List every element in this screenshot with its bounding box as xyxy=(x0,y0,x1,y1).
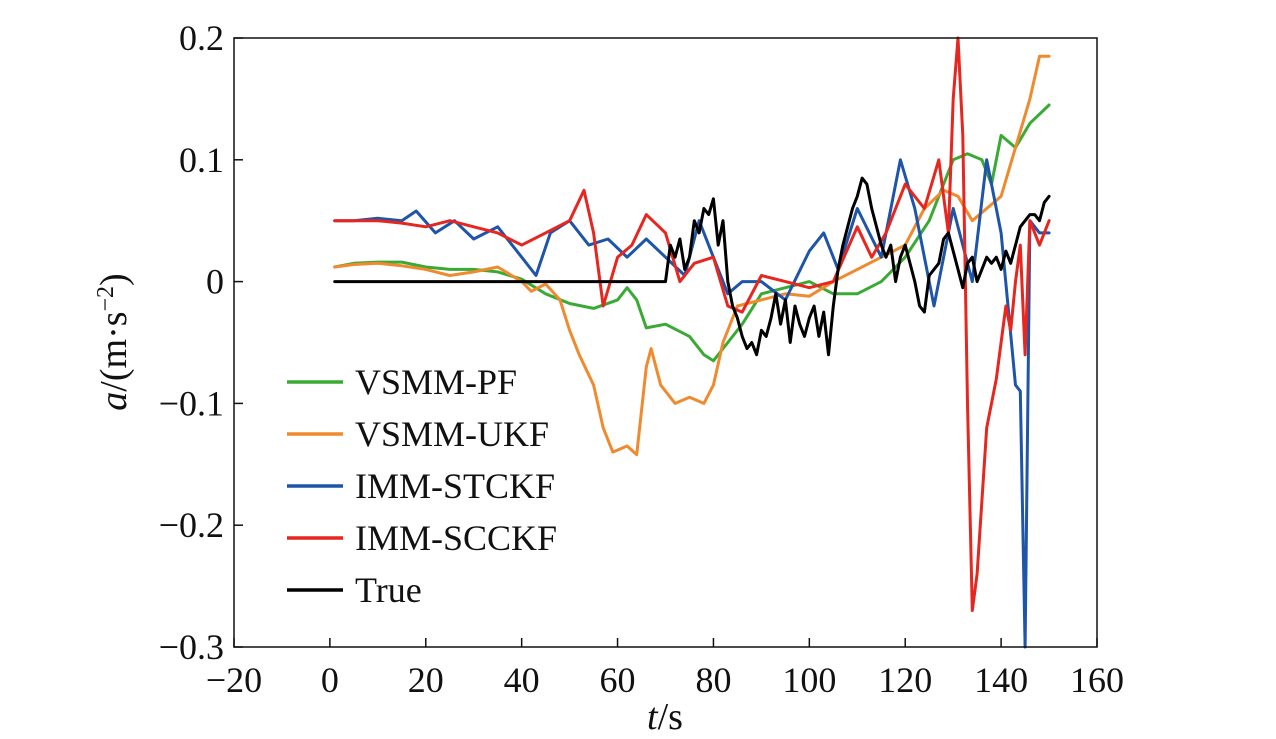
x-tick-label: 100 xyxy=(782,660,836,700)
series-line-vsmm-ukf xyxy=(333,54,1051,457)
y-tick-label: 0 xyxy=(206,262,224,302)
series-layer xyxy=(333,36,1051,649)
axes: −20 0 20 40 60 80 100 120 140 160 −0.3 −0.2 −0.1 0 0.1… xyxy=(159,18,1124,700)
legend-label-vsmm-ukf: VSMM-UKF xyxy=(355,414,549,454)
series-line-imm-scckf xyxy=(333,36,1051,612)
x-tick-label: 160 xyxy=(1070,660,1124,700)
x-tick-label: 20 xyxy=(408,660,444,700)
x-tick-label: 120 xyxy=(878,660,932,700)
plot-frame xyxy=(233,37,1098,648)
y-tick-label: −0.2 xyxy=(159,505,224,545)
legend-label-true: True xyxy=(355,570,422,610)
y-tick-label: −0.1 xyxy=(159,383,224,423)
legend: VSMM-PF VSMM-UKF IMM-STCKF IMM-SCCKF True xyxy=(287,362,557,610)
series-line-true xyxy=(333,176,1051,357)
y-tick-label: 0.2 xyxy=(179,18,224,58)
x-tick-label: 60 xyxy=(600,660,636,700)
x-tick-label: 0 xyxy=(321,660,339,700)
y-axis-title: a/(m·s−2) xyxy=(93,273,135,410)
x-tick-label: 80 xyxy=(695,660,731,700)
legend-label-imm-stckf: IMM-STCKF xyxy=(355,466,555,506)
y-tick-label: −0.3 xyxy=(159,627,224,667)
x-tick-label: 40 xyxy=(504,660,540,700)
x-axis-title: t/s xyxy=(647,696,683,738)
legend-label-vsmm-pf: VSMM-PF xyxy=(355,362,517,402)
legend-label-imm-scckf: IMM-SCCKF xyxy=(355,518,557,558)
x-tick-label: −20 xyxy=(206,660,262,700)
x-tick-label: 140 xyxy=(974,660,1028,700)
series-line-imm-stckf xyxy=(333,158,1051,649)
y-tick-label: 0.1 xyxy=(179,140,224,180)
